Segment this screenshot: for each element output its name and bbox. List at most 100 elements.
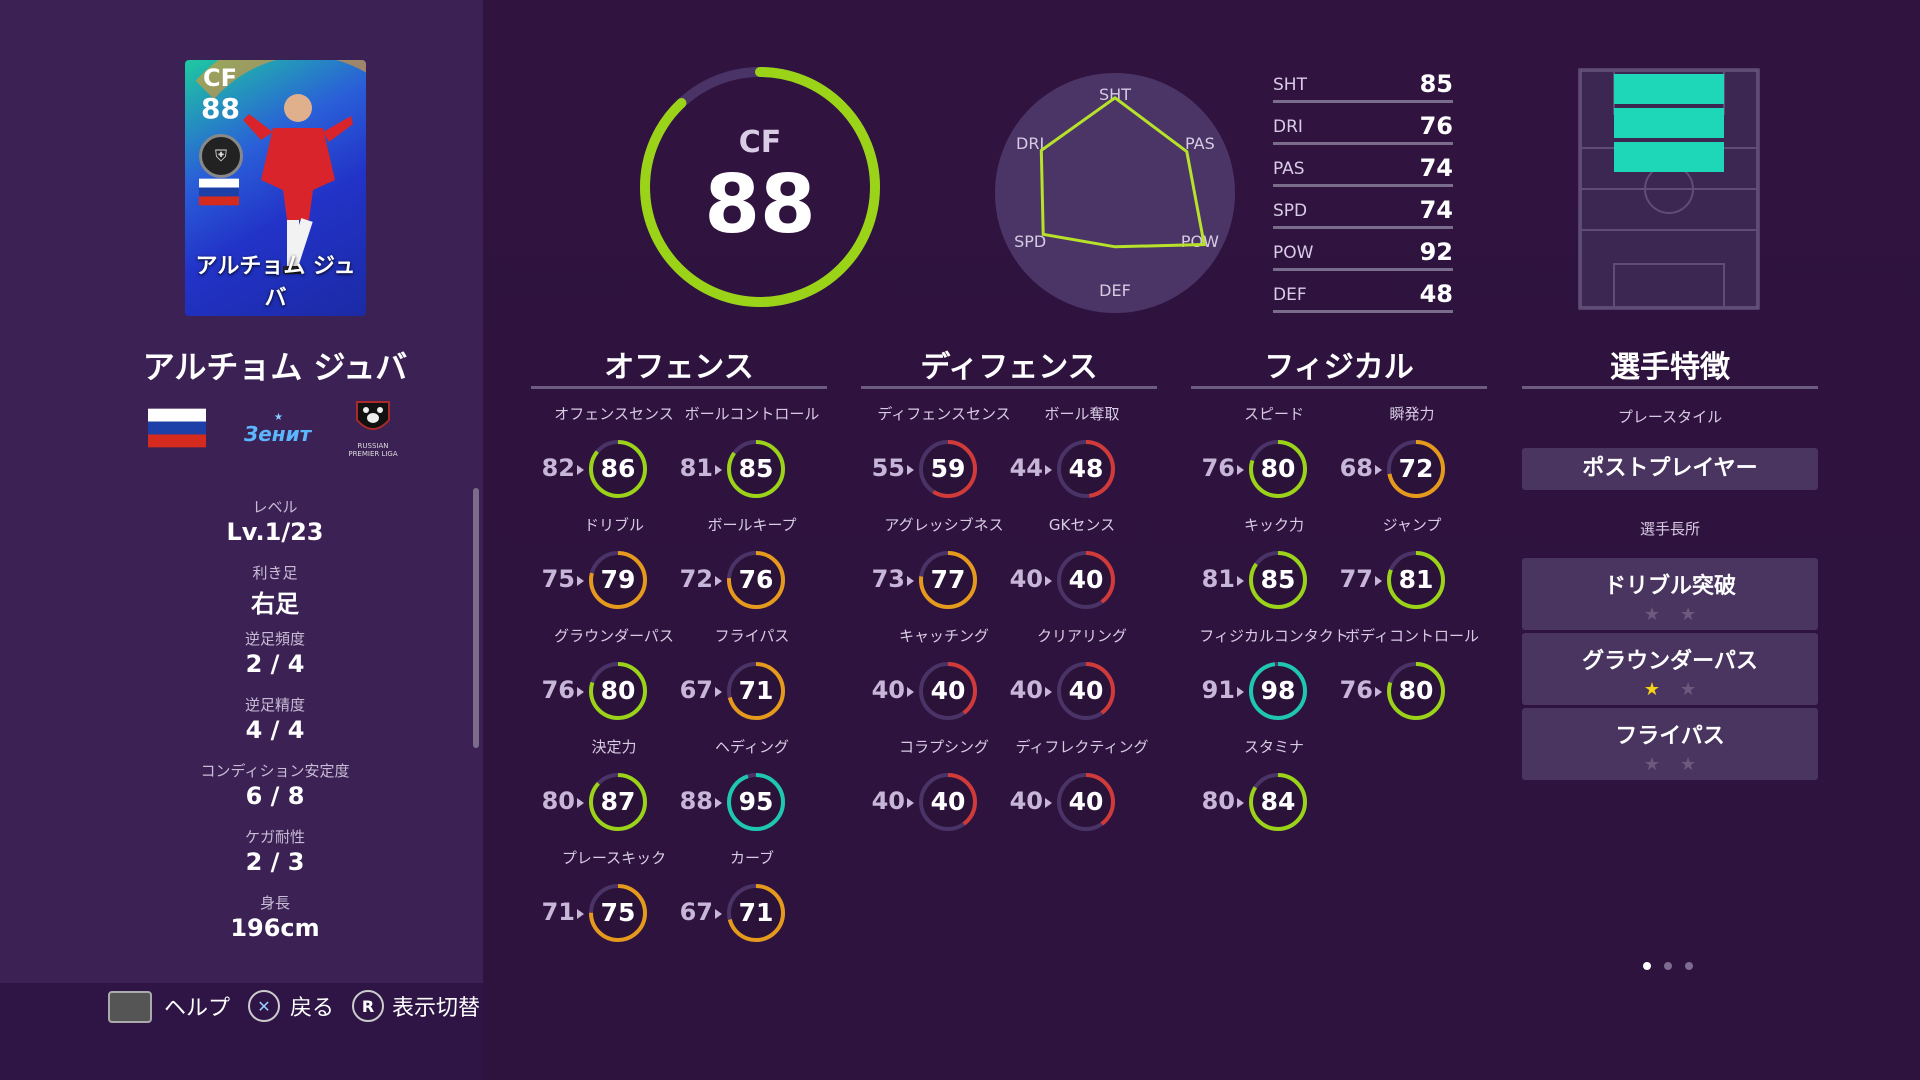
arrow-right-icon	[577, 909, 584, 919]
stat-label: ジャンプ	[1382, 516, 1442, 534]
stat-base-value: 80	[1201, 787, 1235, 815]
stat-base-value: 40	[871, 676, 905, 704]
star-icon: ★	[1680, 754, 1697, 775]
skill-card[interactable]: グラウンダーパス ★ ★	[1522, 633, 1818, 705]
arrow-right-icon	[907, 576, 914, 586]
stat-ring	[1249, 662, 1307, 720]
traits-divider	[1522, 386, 1818, 389]
player-card[interactable]: CF 88 ⛨ アルチョム ジュバ	[185, 60, 366, 316]
stat-base-value: 40	[1009, 565, 1043, 593]
info-label: コンディション安定度	[200, 762, 350, 780]
stat-value: 40	[930, 787, 966, 816]
info-value: 2 / 3	[245, 848, 305, 876]
skill-name: フライパス	[1615, 724, 1725, 749]
playstyle-label: プレースタイル	[1617, 408, 1723, 426]
skill-card[interactable]: フライパス ★ ★	[1522, 708, 1818, 780]
stat-value: 95	[738, 787, 774, 816]
stat-ring	[1387, 440, 1445, 498]
stat-ring	[1057, 773, 1115, 831]
stat-row-value: 74	[1419, 154, 1453, 182]
stat-ring-arc	[1057, 551, 1115, 609]
stat-ring-arc	[589, 551, 647, 609]
league-logo-icon: RUSSIAN PREMIER LIGA	[343, 398, 403, 460]
star-icon: ★	[1643, 679, 1660, 700]
info-label: ケガ耐性	[244, 828, 305, 846]
stat-ring	[589, 662, 647, 720]
radar-label-sht: SHT	[1099, 85, 1131, 104]
arrow-right-icon	[1237, 687, 1244, 697]
stat-ring	[919, 551, 977, 609]
stat-base-value: 77	[1339, 565, 1373, 593]
stat-row-value: 48	[1419, 280, 1453, 308]
stat-base-value: 81	[1201, 565, 1235, 593]
arrow-right-icon	[907, 798, 914, 808]
stat-ring-arc	[589, 773, 647, 831]
hint-help[interactable]: ヘルプ	[164, 996, 231, 1021]
info-label: 身長	[259, 894, 290, 912]
stat-base-value: 80	[541, 787, 575, 815]
stat-base-value: 91	[1201, 676, 1235, 704]
stat-ring-arc	[1057, 662, 1115, 720]
arrow-right-icon	[907, 465, 914, 475]
section-divider	[861, 386, 1157, 389]
stat-ring	[1057, 662, 1115, 720]
info-value: 6 / 8	[245, 782, 305, 810]
radar-shape	[1039, 95, 1206, 249]
playstyle-value[interactable]: ポストプレイヤー	[1522, 448, 1818, 490]
area-st	[1614, 74, 1724, 104]
card-position: CF	[203, 64, 238, 92]
arrow-right-icon	[577, 576, 584, 586]
club-logo-icon: ★ Зенит	[244, 412, 314, 448]
stat-row-underline	[1273, 310, 1453, 313]
bottom-bar	[0, 983, 483, 1080]
stat-value: 80	[1398, 676, 1434, 705]
stat-ring	[1249, 551, 1307, 609]
stat-ring	[727, 440, 785, 498]
arrow-right-icon	[1375, 465, 1382, 475]
section-divider	[531, 386, 827, 389]
skill-card[interactable]: ドリブル突破 ★ ★	[1522, 558, 1818, 630]
stat-label: ボールコントロール	[684, 405, 820, 423]
stat-ring	[589, 551, 647, 609]
page-dot-2[interactable]	[1664, 962, 1672, 970]
stat-row-value: 76	[1419, 112, 1453, 140]
stat-ring-arc	[727, 551, 785, 609]
page-dot-3[interactable]	[1685, 962, 1693, 970]
hint-back[interactable]: 戻る	[290, 996, 335, 1021]
section-title: フィジカル	[1264, 350, 1414, 385]
stat-ring-arc	[1057, 773, 1115, 831]
stat-label: スピード	[1243, 405, 1304, 423]
stat-ring-arc	[1249, 440, 1307, 498]
stat-base-value: 68	[1339, 454, 1373, 482]
arrow-right-icon	[715, 687, 722, 697]
stat-label: グラウンダーパス	[554, 627, 674, 645]
stat-row-value: 74	[1419, 196, 1453, 224]
arrow-right-icon	[1045, 798, 1052, 808]
area-cf	[1614, 108, 1724, 138]
stat-ring	[589, 773, 647, 831]
scrollbar[interactable]	[473, 488, 479, 748]
info-value: 196cm	[230, 914, 320, 942]
stat-row-underline	[1273, 142, 1453, 145]
arrow-right-icon	[1045, 465, 1052, 475]
stat-base-value: 71	[541, 898, 575, 926]
star-icon: ★	[1680, 679, 1697, 700]
stat-value: 48	[1068, 454, 1104, 483]
info-label: 逆足精度	[244, 696, 305, 714]
hint-toggle-view[interactable]: 表示切替	[392, 996, 481, 1021]
stat-value: 71	[738, 898, 774, 927]
stat-value: 86	[600, 454, 636, 483]
stat-value: 71	[738, 676, 774, 705]
page-dot-1[interactable]	[1643, 962, 1651, 970]
stat-label: ボール奪取	[1044, 405, 1120, 423]
stat-base-value: 81	[679, 454, 713, 482]
arrow-right-icon	[1237, 798, 1244, 808]
stat-value: 85	[738, 454, 774, 483]
club-logo-star: ★	[274, 412, 283, 423]
traits-title: 選手特徴	[1610, 350, 1730, 385]
stat-ring-arc	[589, 662, 647, 720]
stat-row-label: DRI	[1273, 117, 1303, 137]
overall-value: 88	[704, 158, 816, 251]
stat-ring	[1249, 773, 1307, 831]
radar-label-dri: DRI	[1016, 134, 1044, 153]
